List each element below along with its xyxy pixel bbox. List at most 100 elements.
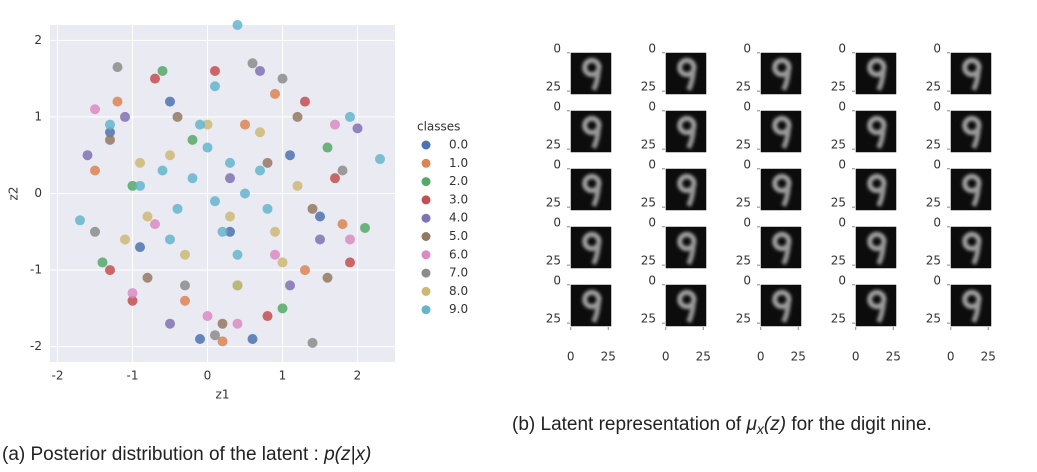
y-tick-label: 0	[553, 99, 561, 113]
legend-marker	[422, 159, 431, 168]
point	[165, 97, 175, 107]
scatter-panel: -2-1012-2-1012z1z2classes0.01.02.03.04.0…	[7, 20, 469, 402]
y-tick-label: 0	[933, 157, 941, 171]
point	[263, 204, 273, 214]
caption-text: (b) Latent representation of	[512, 414, 746, 435]
point	[158, 166, 168, 176]
point	[90, 166, 100, 176]
y-tick-label: 25	[546, 254, 561, 268]
x-tick-label: 0	[204, 369, 212, 383]
point	[90, 227, 100, 237]
point	[135, 158, 145, 168]
point	[83, 150, 93, 160]
point	[300, 97, 310, 107]
y-tick-label: 25	[926, 196, 941, 210]
legend-label: 0.0	[449, 138, 468, 152]
point	[315, 211, 325, 221]
y-tick-label: 0	[648, 157, 656, 171]
point	[330, 173, 340, 183]
point	[263, 311, 273, 321]
y-tick-label: 0	[553, 41, 561, 55]
x-tick-label: 25	[791, 350, 806, 364]
y-tick-label: 25	[736, 80, 751, 94]
point	[165, 319, 175, 329]
caption-math: μ	[745, 414, 757, 435]
point	[105, 120, 115, 130]
y-tick-label: 0	[553, 157, 561, 171]
point	[338, 219, 348, 229]
y-tick-label: 0	[648, 41, 656, 55]
point	[143, 273, 153, 283]
x-axis-label: z1	[216, 388, 230, 402]
legend-label: 8.0	[449, 284, 468, 298]
point	[210, 330, 220, 340]
point	[210, 81, 220, 91]
y-tick-label: 25	[736, 312, 751, 326]
caption-math: p(z|x)	[323, 444, 371, 465]
point	[263, 158, 273, 168]
point	[195, 334, 205, 344]
point	[300, 265, 310, 275]
point	[180, 280, 190, 290]
point	[225, 158, 235, 168]
legend-label: 4.0	[449, 211, 468, 225]
point	[285, 150, 295, 160]
point	[158, 66, 168, 76]
y-tick-label: 25	[546, 138, 561, 152]
y-tick-label: 25	[641, 312, 656, 326]
caption-text: for the digit nine.	[786, 414, 932, 435]
point	[308, 338, 318, 348]
point	[270, 227, 280, 237]
y-tick-label: 0	[838, 273, 846, 287]
y-tick-label: 2	[34, 33, 42, 47]
caption-math: (z)	[764, 414, 786, 435]
y-tick-label: 25	[831, 196, 846, 210]
point	[173, 204, 183, 214]
legend-marker	[422, 195, 431, 204]
y-tick-label: 25	[546, 196, 561, 210]
x-tick-label: -1	[127, 369, 139, 383]
point	[165, 234, 175, 244]
point	[218, 227, 228, 237]
legend-label: 7.0	[449, 266, 468, 280]
y-tick-label: 0	[648, 215, 656, 229]
legend-label: 9.0	[449, 302, 468, 316]
point	[180, 296, 190, 306]
legend-title: classes	[417, 120, 460, 134]
point	[105, 265, 115, 275]
point	[240, 189, 250, 199]
y-tick-label: 25	[546, 80, 561, 94]
point	[330, 120, 340, 130]
point	[120, 234, 130, 244]
point	[278, 257, 288, 267]
y-tick-label: 25	[926, 138, 941, 152]
point	[180, 250, 190, 260]
y-tick-label: 0	[838, 215, 846, 229]
y-tick-label: 0	[553, 273, 561, 287]
point	[113, 62, 123, 72]
point	[270, 89, 280, 99]
x-tick-label: 0	[662, 350, 670, 364]
y-tick-label: 0	[743, 215, 751, 229]
point	[150, 219, 160, 229]
y-tick-label: 0	[743, 157, 751, 171]
legend-label: 5.0	[449, 229, 468, 243]
y-axis-label: z2	[7, 187, 21, 201]
point	[240, 120, 250, 130]
y-tick-label: 0	[648, 99, 656, 113]
legend-marker	[422, 250, 431, 259]
legend-label: 3.0	[449, 192, 468, 206]
caption-a: (a) Posterior distribution of the latent…	[2, 444, 371, 465]
y-tick-label: 0	[838, 99, 846, 113]
legend-label: 2.0	[449, 174, 468, 188]
y-tick-label: 25	[641, 80, 656, 94]
point	[233, 280, 243, 290]
point	[375, 154, 385, 164]
point	[270, 250, 280, 260]
point	[233, 250, 243, 260]
legend-label: 1.0	[449, 156, 468, 170]
point	[308, 204, 318, 214]
point	[105, 135, 115, 145]
y-tick-label: 0	[933, 99, 941, 113]
point	[248, 334, 258, 344]
